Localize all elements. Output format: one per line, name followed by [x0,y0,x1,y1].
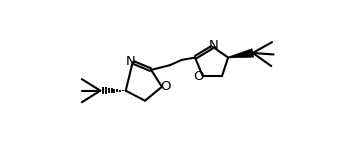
Text: O: O [161,80,171,93]
Text: N: N [209,39,218,52]
Text: O: O [194,69,204,82]
Polygon shape [228,49,253,58]
Text: N: N [125,55,135,68]
